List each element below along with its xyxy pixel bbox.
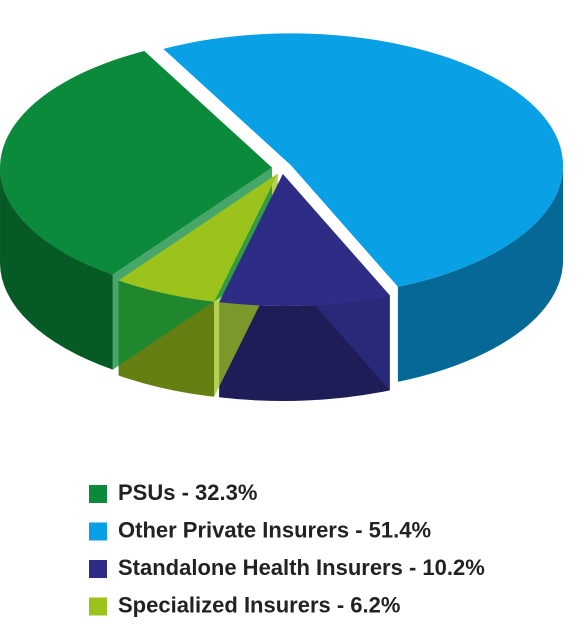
legend-label: Other Private Insurers - 51.4%	[118, 517, 431, 542]
slice	[0, 51, 273, 275]
legend-swatch	[89, 560, 107, 578]
slice-side	[0, 167, 113, 370]
slice	[163, 33, 564, 287]
slice	[219, 173, 390, 306]
legend-label: Standalone Health Insurers - 10.2%	[118, 555, 485, 580]
legend-label: Specialized Insurers - 6.2%	[118, 592, 400, 617]
slice	[118, 173, 278, 302]
slice-side	[397, 165, 564, 382]
legend-swatch	[89, 597, 107, 616]
legend-swatch	[89, 522, 107, 541]
legend-swatch	[89, 485, 107, 503]
slice-side-shade	[397, 165, 564, 382]
legend-label: PSUs - 32.3%	[118, 480, 257, 505]
slice-side-shade	[0, 167, 113, 370]
